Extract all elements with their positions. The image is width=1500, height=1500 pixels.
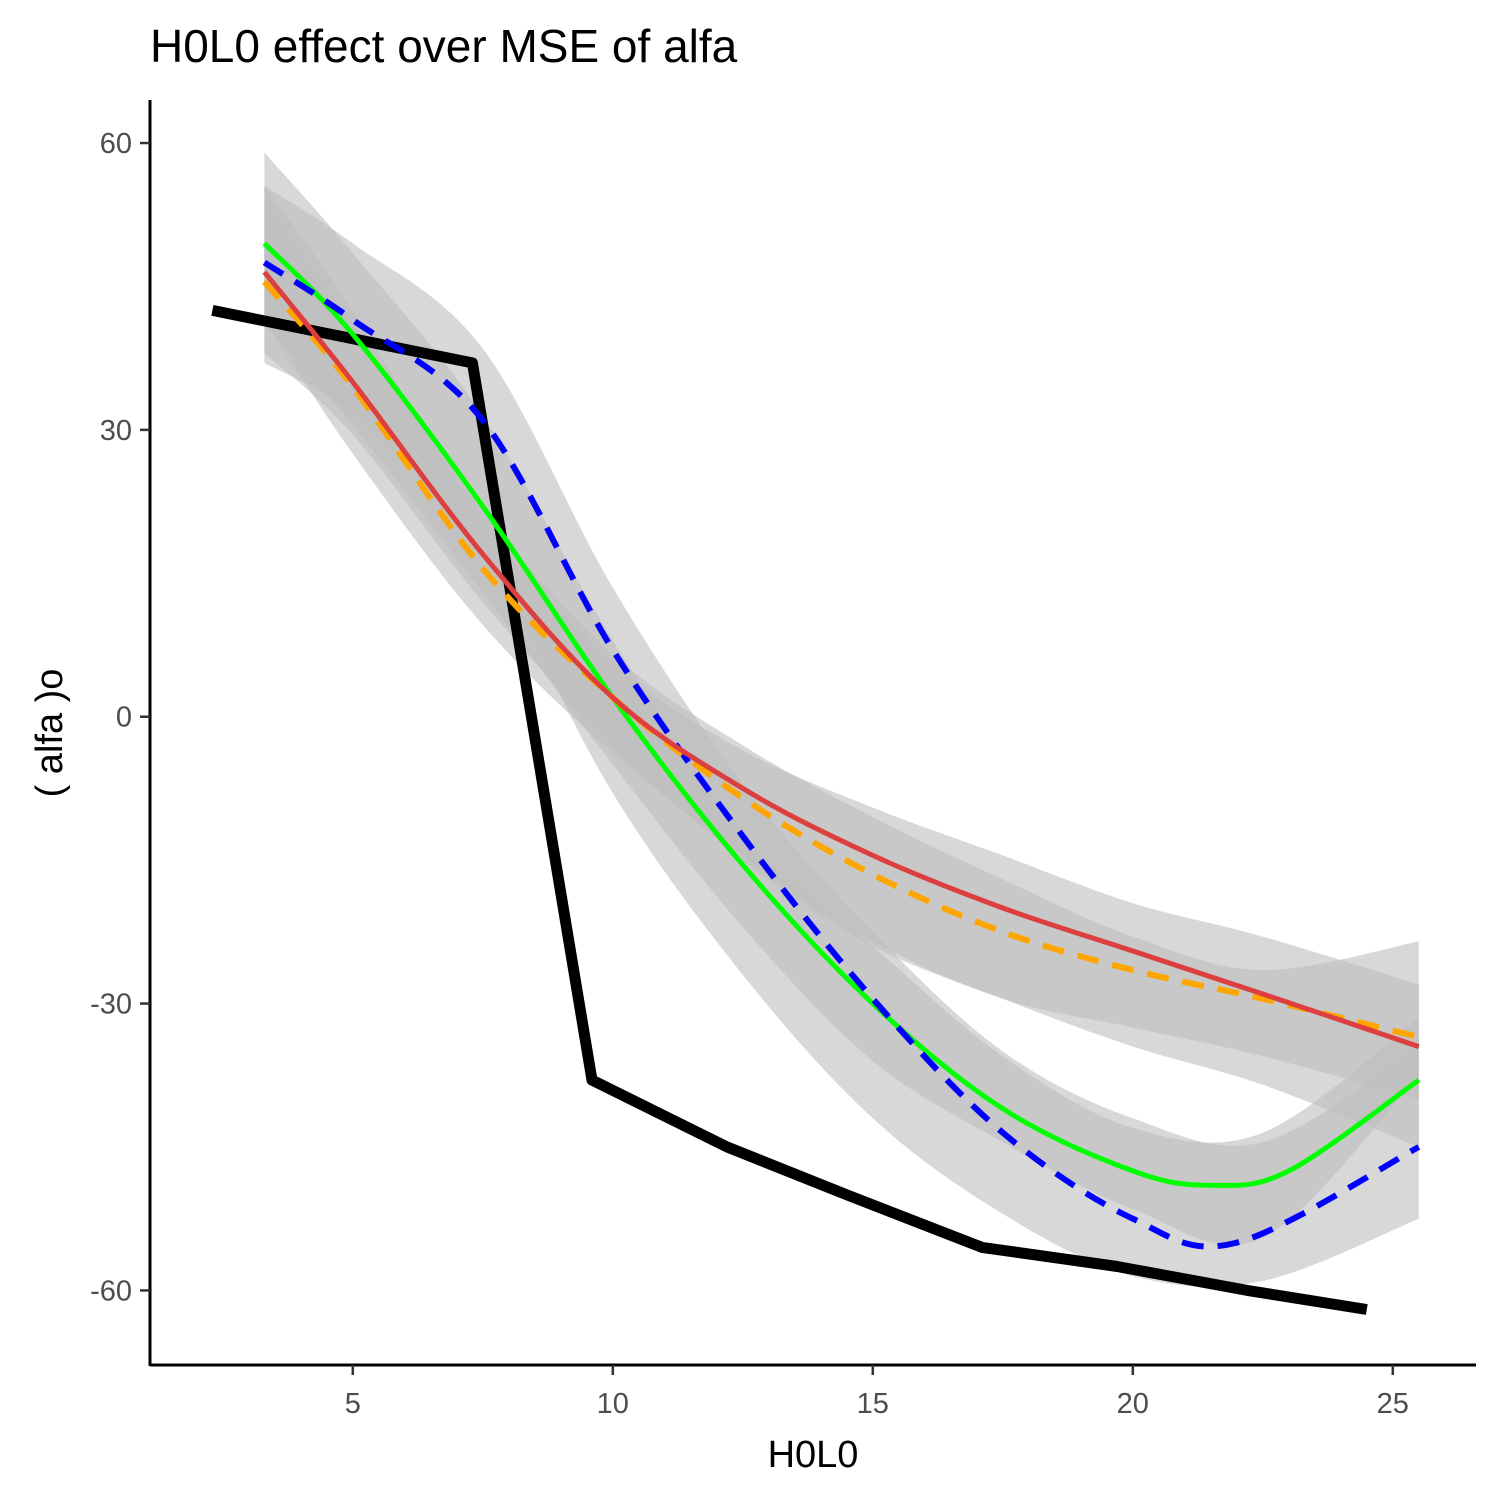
y-tick-label: 0: [116, 702, 132, 734]
x-tick-label: 15: [857, 1388, 889, 1420]
series-line-2: [262, 241, 1421, 1188]
y-tick-label: 60: [100, 128, 132, 160]
chart-title: H0L0 effect over MSE of alfa: [150, 20, 738, 72]
y-axis-label: ( alfa )o: [29, 669, 71, 798]
confidence-band-4: [264, 186, 1419, 1287]
x-tick-label: 25: [1377, 1388, 1409, 1420]
x-ticks: 5 10 15 20 25: [345, 1365, 1409, 1420]
x-tick-label: 5: [345, 1388, 361, 1420]
series-lines: [211, 241, 1421, 1315]
confidence-band-2: [264, 200, 1419, 1147]
y-tick-label: 30: [100, 415, 132, 447]
series-line-3: [262, 259, 1421, 1250]
series-line-5: [262, 270, 1420, 1049]
series-line-4: [262, 279, 1420, 1040]
y-tick-label: -30: [90, 989, 132, 1021]
x-tick-label: 10: [597, 1388, 629, 1420]
confidence-bands: [264, 152, 1419, 1287]
y-tick-label: -60: [90, 1275, 132, 1307]
x-tick-label: 20: [1117, 1388, 1149, 1420]
x-axis-label: H0L0: [768, 1434, 859, 1476]
y-ticks: 60 30 0 -30 -60: [90, 128, 150, 1307]
